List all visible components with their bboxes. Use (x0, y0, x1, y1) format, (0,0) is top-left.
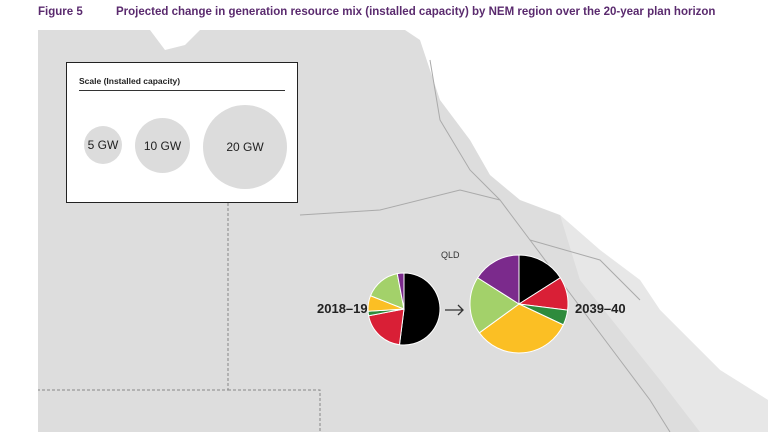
pie-label-2018-19: 2018–19 (317, 301, 368, 316)
pie-1-slice-3 (478, 303, 565, 354)
legend-title: Scale (Installed capacity) (79, 76, 181, 86)
legend-circle-5gw: 5 GW (84, 126, 122, 164)
pie-1-slice-4 (469, 277, 520, 334)
map-roads (299, 59, 671, 432)
pie-0-slice-1 (368, 308, 405, 346)
legend-circle-10gw: 10 GW (135, 118, 190, 173)
arrow-icon (445, 304, 464, 316)
figure-title: Figure 5 Projected change in generation r… (38, 6, 715, 18)
pie-1-slice-0 (518, 254, 562, 305)
figure-caption: Projected change in generation resource … (116, 6, 716, 18)
figure-number: Figure 5 (38, 6, 83, 18)
state-border (38, 203, 321, 432)
region-label: QLD (441, 250, 460, 260)
pie-label-2039-40: 2039–40 (575, 301, 626, 316)
pie-0-slice-5 (396, 272, 405, 310)
legend-divider (79, 90, 285, 91)
legend-circle-20gw: 20 GW (203, 105, 287, 189)
pie-0-slice-0 (398, 272, 441, 346)
scale-legend: Scale (Installed capacity) 5 GW 10 GW 20… (66, 62, 298, 203)
pie-1-slice-5 (476, 254, 520, 305)
coastline-strip (560, 215, 768, 432)
